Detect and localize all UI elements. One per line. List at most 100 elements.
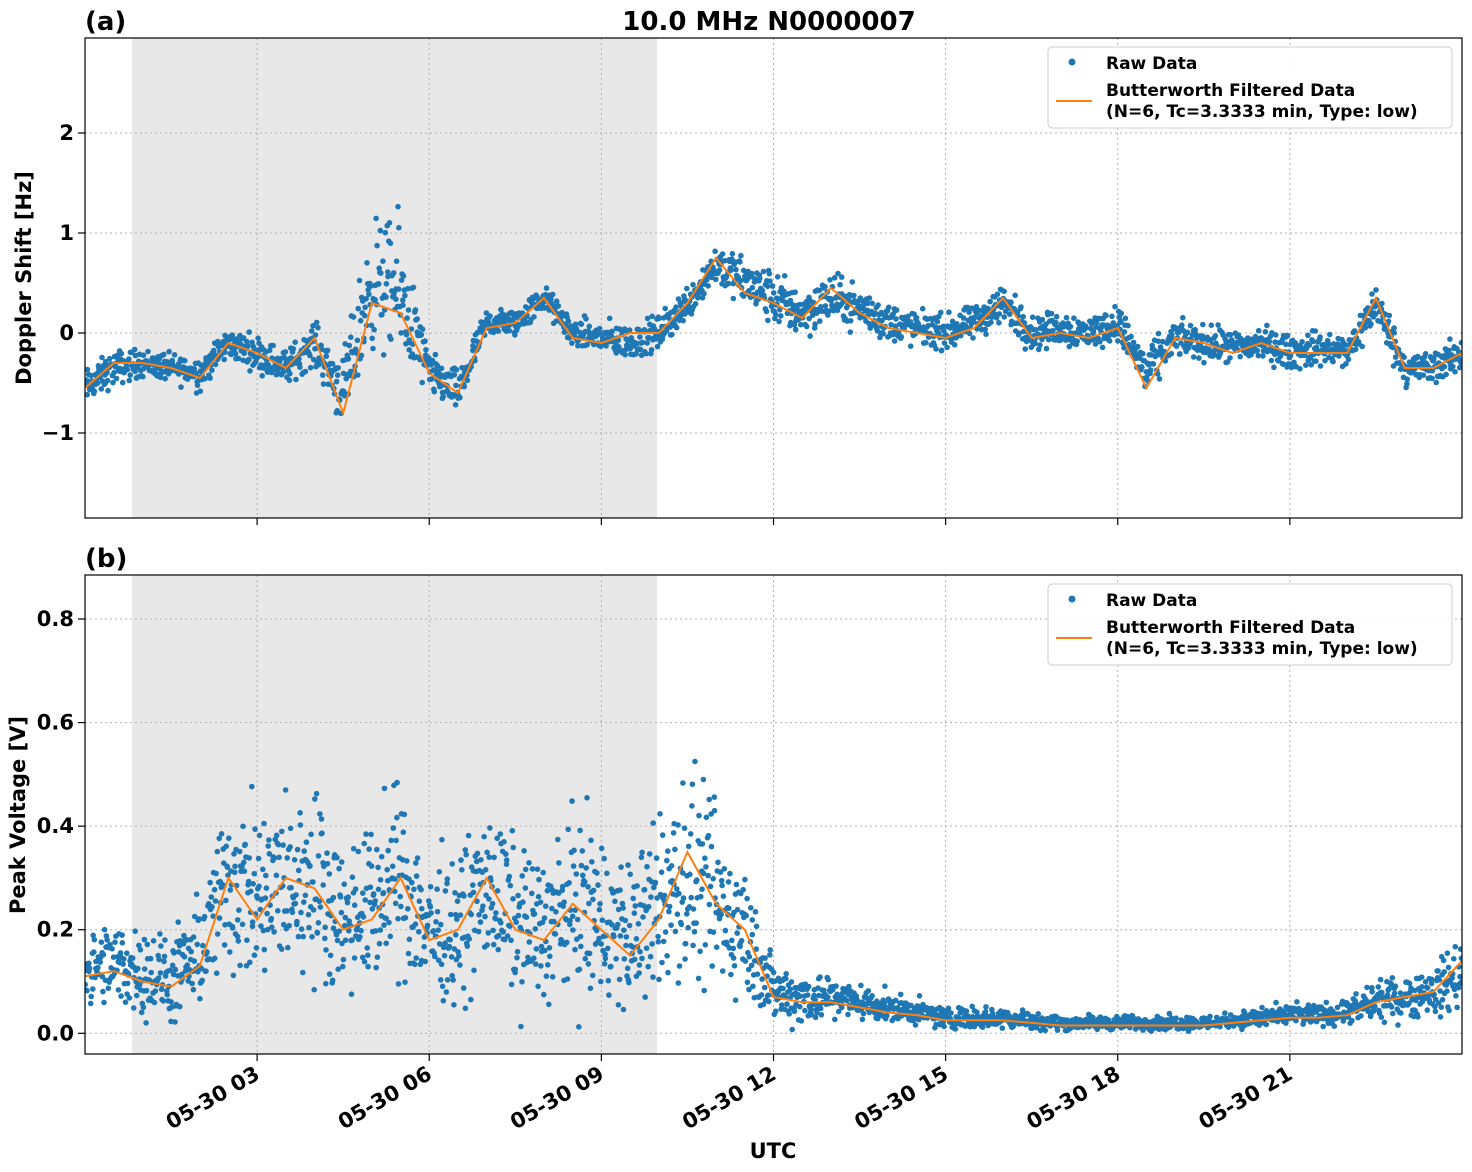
raw-point (276, 854, 282, 861)
raw-point (456, 953, 462, 959)
raw-point (1446, 347, 1452, 354)
raw-point (231, 851, 237, 857)
raw-point (191, 958, 198, 964)
raw-point (617, 887, 623, 893)
raw-point (403, 331, 410, 338)
raw-point (251, 870, 258, 877)
raw-point (688, 894, 694, 901)
raw-point (113, 375, 120, 382)
raw-point (634, 340, 640, 347)
raw-point (374, 242, 380, 249)
raw-point (345, 894, 352, 900)
raw-point (86, 960, 92, 967)
raw-point (401, 811, 408, 818)
raw-point (969, 1003, 975, 1010)
raw-point (145, 348, 151, 355)
panel-a-legend-raw-label: Raw Data (1106, 54, 1197, 74)
raw-point (88, 372, 94, 379)
raw-point (214, 848, 221, 855)
raw-point (1306, 342, 1313, 348)
raw-point (373, 964, 380, 971)
raw-point (680, 780, 686, 786)
raw-point (367, 899, 373, 906)
raw-point (637, 334, 643, 340)
raw-point (468, 911, 475, 918)
raw-point (492, 915, 499, 922)
raw-point (213, 970, 220, 976)
raw-point (1441, 969, 1447, 975)
raw-point (491, 854, 497, 861)
raw-point (826, 308, 832, 314)
raw-point (416, 898, 423, 904)
raw-point (802, 1007, 808, 1014)
raw-point (432, 351, 439, 358)
raw-point (1432, 1003, 1438, 1010)
raw-point (355, 305, 362, 312)
raw-point (766, 270, 773, 277)
raw-point (749, 931, 756, 938)
raw-point (209, 904, 215, 910)
raw-point (1406, 980, 1413, 987)
raw-point (631, 910, 638, 916)
raw-point (476, 912, 482, 918)
raw-point (759, 287, 766, 294)
raw-point (474, 898, 480, 905)
raw-point (484, 942, 491, 948)
raw-point (100, 951, 107, 958)
raw-point (632, 903, 639, 909)
raw-point (1444, 988, 1450, 994)
panel-a-filtered (85, 256, 1462, 417)
raw-point (721, 257, 728, 264)
raw-point (573, 871, 580, 877)
raw-point (1139, 364, 1145, 371)
raw-point (461, 893, 467, 899)
raw-point (351, 902, 358, 908)
raw-point (567, 917, 573, 924)
raw-point (94, 380, 101, 387)
raw-point (338, 909, 345, 916)
raw-point (90, 932, 96, 939)
raw-point (462, 1005, 469, 1012)
raw-point (945, 1005, 952, 1012)
raw-point (717, 869, 724, 875)
raw-point (402, 979, 408, 985)
raw-point (596, 935, 602, 942)
raw-point (745, 966, 752, 973)
raw-point (395, 203, 401, 210)
raw-point (572, 946, 578, 953)
raw-point (535, 893, 542, 900)
raw-point (658, 869, 665, 875)
raw-point (164, 991, 170, 998)
raw-point (1429, 375, 1435, 382)
raw-point (615, 906, 622, 913)
raw-point (249, 783, 255, 790)
raw-point (1043, 345, 1050, 352)
raw-point (599, 917, 606, 923)
raw-point (822, 283, 828, 290)
raw-point (963, 1008, 970, 1014)
raw-point (466, 936, 473, 942)
raw-point (246, 329, 252, 335)
raw-point (494, 835, 500, 842)
raw-point (845, 1011, 851, 1018)
raw-point (1097, 339, 1103, 345)
raw-point (1391, 325, 1397, 331)
raw-point (405, 906, 411, 912)
raw-point (398, 330, 404, 336)
raw-point (158, 943, 164, 949)
raw-point (346, 342, 353, 349)
raw-point (662, 929, 669, 935)
raw-point (334, 937, 341, 944)
raw-point (778, 313, 784, 319)
raw-point (112, 939, 118, 945)
raw-point (263, 885, 270, 891)
raw-point (923, 339, 929, 346)
raw-point (1179, 322, 1185, 329)
raw-point (160, 998, 167, 1004)
raw-point (168, 999, 174, 1005)
raw-point (439, 983, 446, 990)
raw-point (182, 357, 188, 364)
raw-point (380, 352, 387, 358)
raw-point (1390, 1010, 1396, 1017)
raw-point (695, 295, 701, 301)
